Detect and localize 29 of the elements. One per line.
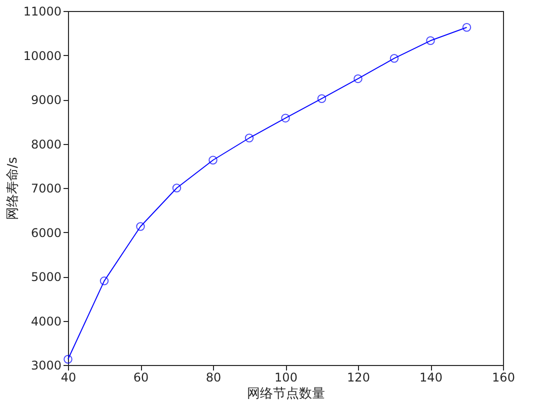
point	[317, 94, 326, 103]
y-tick-label: 11000	[23, 4, 62, 18]
x-tick-label: 140	[420, 370, 442, 384]
y-tick-label: 9000	[30, 93, 62, 107]
y-tick-label: 7000	[30, 182, 62, 196]
y-tick-label: 5000	[30, 270, 62, 284]
point	[390, 54, 399, 63]
point	[281, 114, 290, 122]
y-tick-label: 10000	[23, 48, 62, 63]
point	[426, 36, 435, 46]
point	[208, 156, 218, 164]
y-tick-label: 8000	[30, 137, 62, 152]
x-tick-label: 80	[206, 370, 222, 384]
x-tick-label: 120	[347, 370, 370, 384]
x-tick-label: 40	[60, 370, 76, 384]
point	[136, 222, 145, 231]
y-axis-title: 网络寿命/s	[5, 156, 20, 220]
point	[354, 74, 362, 84]
x-tick-label: 160	[492, 370, 515, 384]
point	[100, 276, 109, 286]
point	[462, 23, 472, 32]
y-tick-label: 6000	[30, 226, 62, 240]
x-axis-title: 网络节点数量	[247, 386, 325, 402]
x-tick-label: 60	[133, 370, 149, 384]
y-tick-label: 4000	[30, 314, 62, 328]
y-tick-label: 3000	[30, 358, 62, 372]
point	[172, 184, 182, 192]
x-tick-label: 100	[274, 370, 298, 384]
point	[244, 134, 254, 142]
